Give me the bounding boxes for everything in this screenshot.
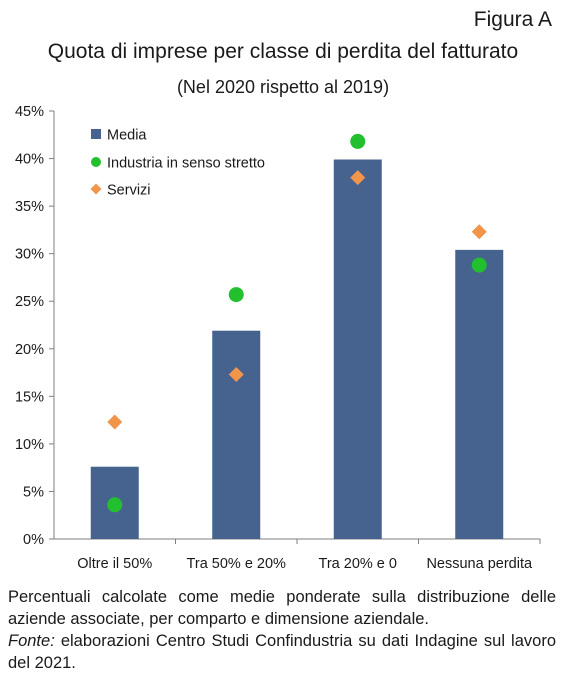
y-tick-label: 30% (15, 247, 44, 263)
y-tick-label: 5% (23, 484, 44, 500)
marker-industria (350, 133, 366, 149)
source-text: elaborazioni Centro Studi Confindustria … (8, 632, 556, 672)
legend-swatch-media (91, 129, 101, 139)
marker-industria (107, 497, 123, 513)
x-tick-label: Oltre il 50% (77, 556, 152, 572)
marker-industria (228, 287, 244, 303)
x-tick-label: Tra 20% e 0 (319, 556, 397, 572)
x-tick-label: Nessuna perdita (426, 556, 533, 572)
source-label: Fonte: (8, 632, 55, 650)
chart-note: Percentuali calcolate come medie pondera… (8, 586, 556, 674)
note-source: Fonte: elaborazioni Centro Studi Confind… (8, 630, 556, 674)
y-tick-label: 40% (15, 152, 44, 168)
y-tick-label: 25% (15, 294, 44, 310)
marker-servizi (350, 170, 366, 186)
marker-industria (471, 257, 487, 273)
legend-label: Media (107, 128, 147, 144)
chart-subtitle: (Nel 2020 rispetto al 2019) (176, 77, 390, 97)
legend-swatch-servizi (90, 183, 102, 195)
chart-title: Quota di imprese per classe di perdita d… (47, 40, 519, 63)
legend-label: Servizi (107, 183, 151, 199)
marker-servizi (107, 414, 123, 430)
legend-swatch-industria (91, 157, 101, 167)
y-tick-label: 45% (15, 104, 44, 120)
bar-media (455, 249, 504, 539)
bar-media (212, 330, 261, 539)
bar-media (333, 159, 382, 540)
y-tick-label: 10% (15, 437, 44, 453)
note-text: Percentuali calcolate come medie pondera… (8, 588, 556, 628)
legend-label: Industria in senso stretto (107, 156, 265, 172)
bar-chart: 0% 5% 10% 15% 20% 25% 30% 35% 40% 45% Oltre il 50%… (15, 104, 541, 572)
marker-servizi (228, 366, 244, 382)
y-tick-label: 20% (15, 342, 44, 358)
y-tick-label: 15% (15, 389, 44, 405)
y-tick-label: 35% (15, 199, 44, 215)
y-tick-label: 0% (23, 532, 44, 548)
marker-servizi (471, 224, 487, 240)
x-tick-label: Tra 50% e 20% (187, 556, 287, 572)
figure-label: Figura A (473, 8, 552, 31)
